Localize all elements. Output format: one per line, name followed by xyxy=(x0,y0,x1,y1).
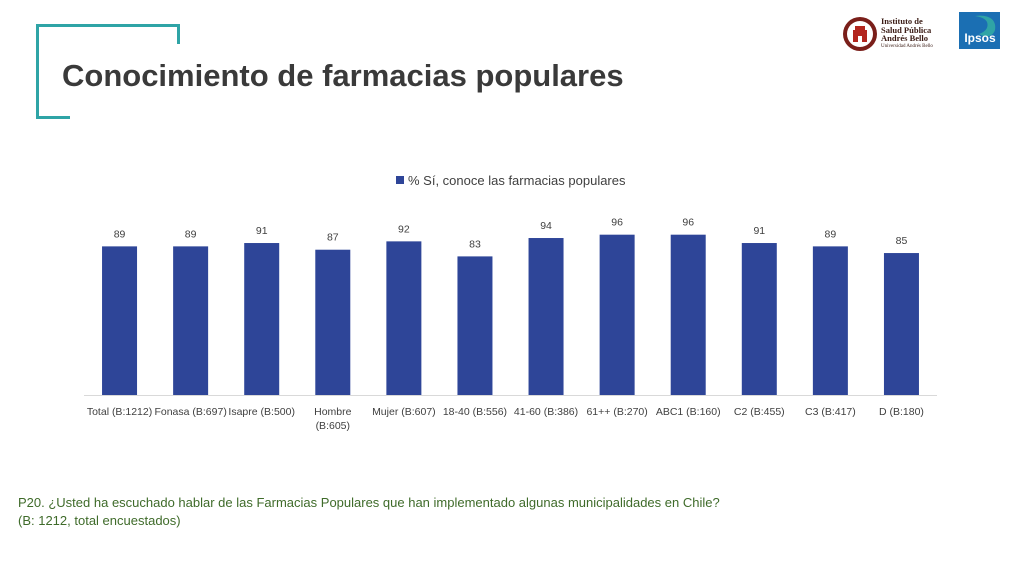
iab-logo: Instituto de Salud Pública Andrés Bello … xyxy=(840,12,944,56)
data-label: 83 xyxy=(469,238,481,250)
bar xyxy=(528,238,564,395)
bar xyxy=(812,246,848,395)
chart-legend: % Sí, conoce las farmacias populares xyxy=(396,173,626,188)
page-title: Conocimiento de farmacias populares xyxy=(62,58,624,93)
data-label: 91 xyxy=(256,225,268,237)
x-tick-label: ABC1 (B:160) xyxy=(656,406,721,418)
iab-name-line4: Universidad Andrés Bello xyxy=(881,43,933,49)
data-label: 87 xyxy=(327,232,339,244)
question-footnote: P20. ¿Usted ha escuchado hablar de las F… xyxy=(18,494,720,530)
iab-name-line2: Salud Pública xyxy=(881,24,932,35)
x-tick-label: Fonasa (B:697) xyxy=(154,406,226,418)
x-tick-label: C2 (B:455) xyxy=(734,406,785,418)
footnote-question: P20. ¿Usted ha escuchado hablar de las F… xyxy=(18,495,720,510)
legend-label: % Sí, conoce las farmacias populares xyxy=(408,173,626,188)
iab-name-line1: Instituto de xyxy=(881,16,923,26)
data-label: 91 xyxy=(753,225,765,237)
title-frame-top xyxy=(36,24,180,27)
data-label: 94 xyxy=(540,220,552,232)
bar xyxy=(102,246,138,395)
x-tick-label: D (B:180) xyxy=(879,406,924,418)
ipsos-logo-icon xyxy=(959,12,1000,49)
footnote-base: (B: 1212, total encuestados) xyxy=(18,513,181,528)
bar xyxy=(386,241,422,395)
iab-seal-icon xyxy=(843,17,877,51)
bar xyxy=(315,249,351,395)
x-tick-label: 61++ (B:270) xyxy=(586,406,647,418)
x-tick-label: Hombre (B:605) xyxy=(314,406,352,432)
data-label: 92 xyxy=(398,223,410,235)
title-frame-bottom xyxy=(36,116,70,119)
data-label: 96 xyxy=(611,217,623,229)
data-label: 85 xyxy=(896,235,908,247)
bar xyxy=(670,234,706,395)
data-label: 89 xyxy=(825,228,837,240)
iab-name-line3: Andrés Bello xyxy=(881,33,928,43)
data-label: 89 xyxy=(185,228,197,240)
data-label: 96 xyxy=(682,217,694,229)
x-tick-label: 18-40 (B:556) xyxy=(443,406,507,418)
bar xyxy=(457,256,493,395)
x-tick-label: Mujer (B:607) xyxy=(372,406,436,418)
bar xyxy=(741,243,777,395)
bar xyxy=(173,246,209,395)
ipsos-logo-text: Ipsos xyxy=(964,31,996,45)
bar xyxy=(599,234,635,395)
title-frame-left xyxy=(36,24,39,119)
x-tick-label: 41-60 (B:386) xyxy=(514,406,578,418)
data-label: 89 xyxy=(114,228,126,240)
x-tick-label: Total (B:1212) xyxy=(87,406,152,418)
x-tick-label: C3 (B:417) xyxy=(805,406,856,418)
bar xyxy=(883,253,919,395)
x-tick-label: Isapre (B:500) xyxy=(228,406,295,418)
legend-swatch xyxy=(396,176,404,184)
bar xyxy=(244,243,280,395)
title-frame-right xyxy=(177,24,180,44)
